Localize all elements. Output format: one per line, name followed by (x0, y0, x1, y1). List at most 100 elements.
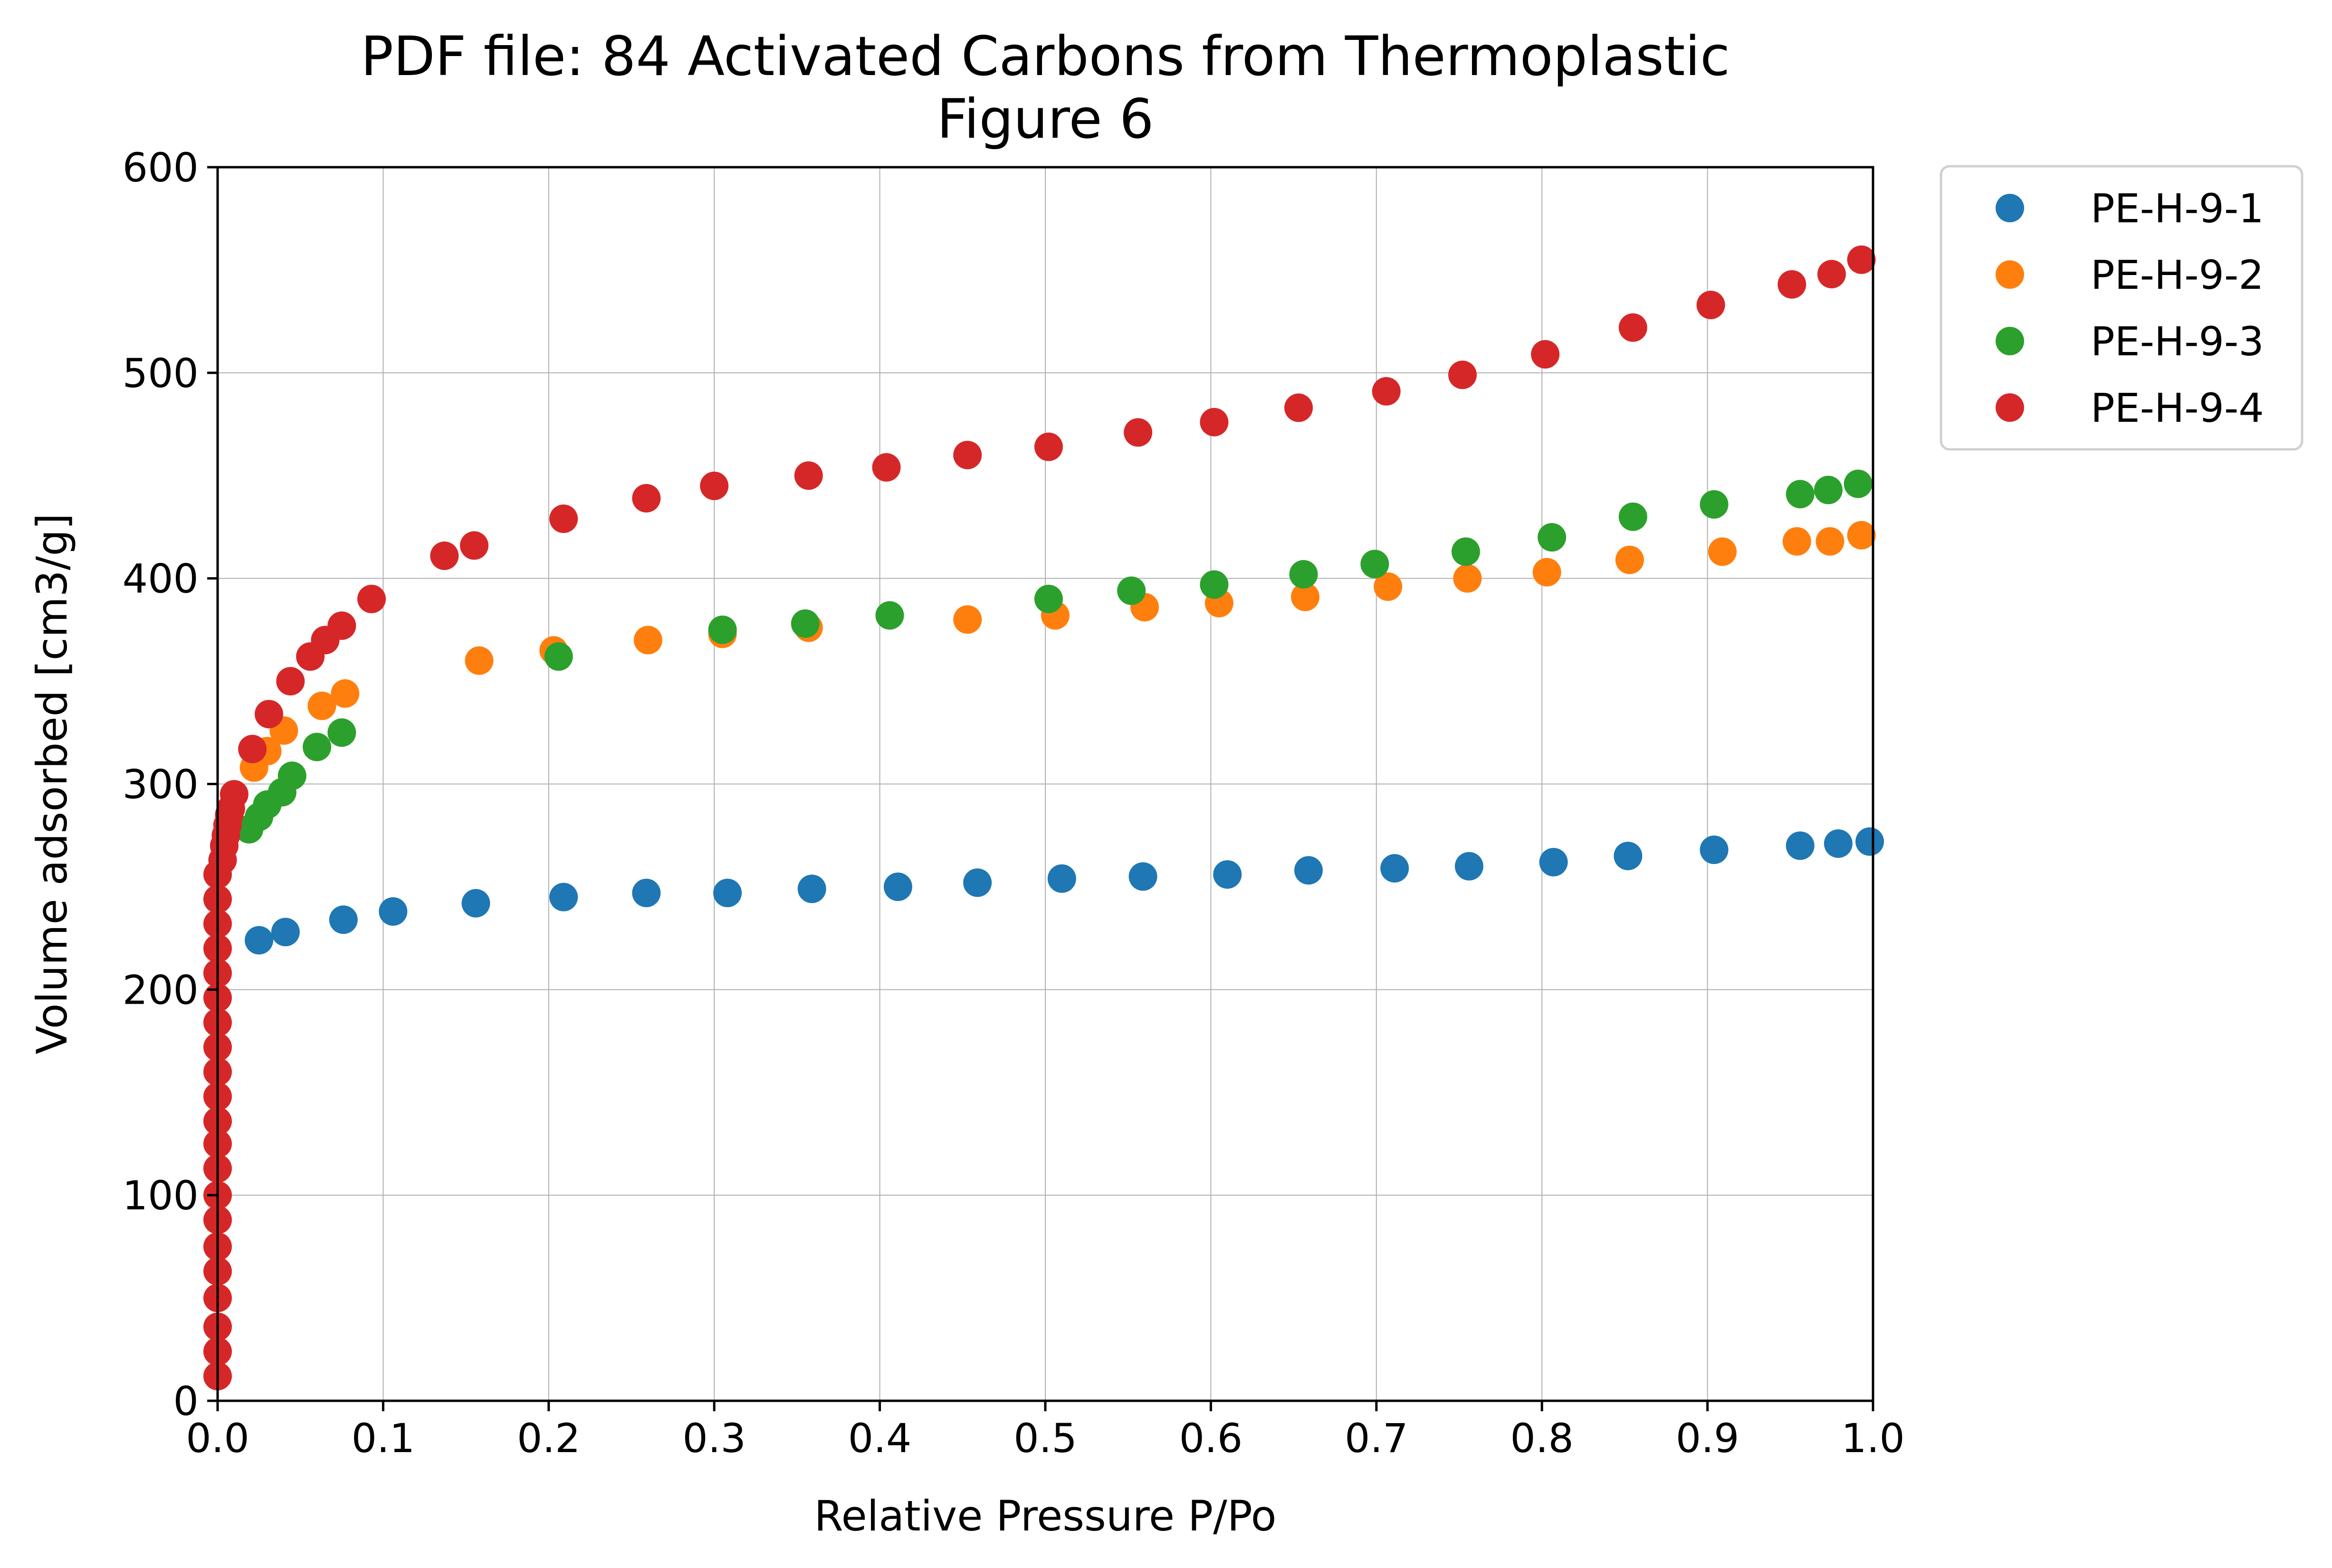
axis-ticks: 0.0 0.1 0.2 0.3 0.4 0.5 0.6 0.7 0.8 0.9 1.0 0 100 200… (123, 144, 1905, 1462)
data-point (1844, 469, 1873, 498)
data-point (327, 611, 356, 640)
data-point (1374, 572, 1403, 601)
legend-label: PE-H-9-4 (2091, 385, 2264, 431)
data-point (1117, 576, 1146, 605)
data-point (1454, 852, 1483, 881)
data-point (1824, 829, 1853, 858)
data-point (1448, 361, 1477, 390)
data-point (1360, 550, 1389, 579)
data-point (465, 646, 494, 675)
data-point (1294, 856, 1323, 885)
x-tick-label: 0.2 (517, 1415, 581, 1462)
data-point (1284, 393, 1313, 422)
data-point (1782, 527, 1811, 556)
legend-label: PE-H-9-2 (2091, 252, 2264, 298)
y-axis-label: Volume adsorbed [cm3/g] (28, 513, 76, 1054)
data-point (1700, 490, 1729, 519)
chart-subtitle: Figure 6 (937, 87, 1154, 151)
data-point (379, 897, 408, 926)
y-tick-label: 300 (123, 761, 199, 808)
data-point (1289, 560, 1318, 589)
data-point (1696, 290, 1725, 319)
data-point (1855, 827, 1884, 856)
data-point (327, 718, 356, 747)
legend-marker (1996, 194, 2024, 222)
data-point (329, 905, 358, 934)
data-point (953, 440, 982, 469)
chart-title: PDF file: 84 Activated Carbons from Ther… (361, 25, 1730, 88)
data-point (549, 883, 578, 912)
data-point (1200, 570, 1229, 599)
data-point (1847, 521, 1876, 550)
data-point (1380, 854, 1409, 883)
data-point (713, 878, 742, 907)
data-point (1290, 582, 1319, 611)
data-point (1618, 502, 1647, 531)
x-tick-label: 1.0 (1841, 1415, 1905, 1462)
data-point (875, 601, 904, 630)
data-point (1213, 860, 1242, 889)
data-point (1817, 260, 1846, 289)
data-point (1618, 313, 1647, 342)
data-point (797, 874, 826, 903)
data-point (1847, 245, 1876, 274)
data-point (953, 605, 982, 634)
legend-label: PE-H-9-3 (2091, 318, 2264, 365)
data-point (331, 679, 360, 708)
data-point (1034, 584, 1063, 613)
x-tick-label: 0.4 (848, 1415, 912, 1462)
data-point (1124, 418, 1153, 447)
data-point (1372, 377, 1401, 406)
data-point (963, 868, 992, 897)
legend: PE-H-9-1 PE-H-9-2 PE-H-9-3 PE-H-9-4 (1940, 165, 2303, 451)
legend-label: PE-H-9-1 (2091, 185, 2264, 232)
y-tick-label: 200 (123, 967, 199, 1013)
x-axis-label: Relative Pressure P/Po (814, 1492, 1276, 1540)
data-point (1778, 270, 1806, 299)
data-point (1539, 847, 1568, 876)
y-tick-label: 500 (123, 350, 199, 397)
data-point (549, 504, 578, 533)
data-point (271, 918, 300, 947)
x-tick-label: 0.3 (682, 1415, 746, 1462)
data-point (544, 642, 573, 671)
data-point (303, 732, 332, 761)
series-PE-H-9-3 (235, 469, 1873, 844)
x-tick-label: 0.6 (1179, 1415, 1243, 1462)
data-point (461, 889, 490, 918)
y-tick-label: 0 (173, 1378, 199, 1425)
data-point (1700, 836, 1729, 865)
data-point (1538, 523, 1567, 552)
y-tick-label: 400 (123, 556, 199, 602)
data-point (430, 542, 459, 570)
x-tick-label: 0.0 (186, 1415, 249, 1462)
data-point (791, 609, 820, 638)
data-point (1453, 564, 1482, 593)
data-point (1531, 340, 1560, 369)
data-point (632, 484, 661, 513)
legend-marker (1996, 327, 2024, 355)
data-point (1128, 862, 1157, 891)
data-point (245, 926, 274, 955)
x-tick-label: 0.5 (1013, 1415, 1077, 1462)
data-point (1708, 537, 1737, 566)
data-point (276, 667, 305, 696)
y-tick-label: 600 (123, 144, 199, 191)
data-point (277, 761, 306, 790)
data-point (1816, 527, 1845, 556)
data-point (633, 626, 662, 655)
data-point (220, 780, 248, 809)
data-point (1200, 408, 1229, 437)
data-point (632, 878, 661, 907)
data-point (1786, 831, 1815, 860)
legend-box (1940, 165, 2303, 451)
data-point (255, 700, 284, 729)
x-tick-label: 0.9 (1676, 1415, 1739, 1462)
data-point (1614, 841, 1643, 870)
data-point (1814, 475, 1843, 504)
x-tick-label: 0.1 (352, 1415, 415, 1462)
series-PE-H-9-1 (245, 827, 1884, 955)
data-point (872, 453, 901, 482)
data-point (700, 471, 729, 500)
